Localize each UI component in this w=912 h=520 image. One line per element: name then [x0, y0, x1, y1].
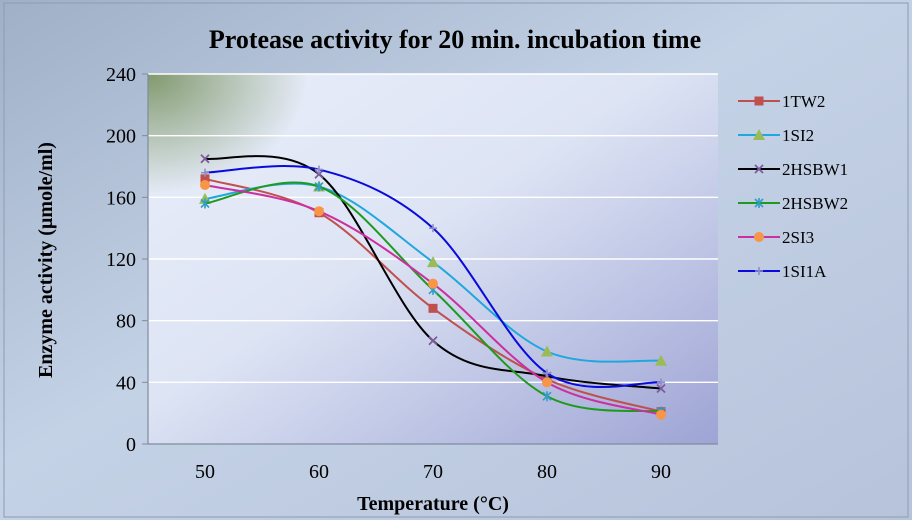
legend-marker	[754, 198, 764, 208]
data-point-1tw2	[200, 174, 210, 184]
series-2hsbw1	[200, 154, 666, 394]
legend-label: 1SI2	[782, 126, 814, 145]
x-tick-label: 50	[195, 461, 215, 483]
data-point-2si3	[542, 377, 552, 388]
data-point-1si2	[427, 256, 439, 268]
data-point-2hsbw1	[428, 336, 438, 346]
x-tick-label: 80	[537, 461, 557, 483]
data-point-2hsbw2	[542, 391, 552, 402]
legend-label: 1SI1A	[782, 262, 827, 281]
y-tick-labels: 0 40 80 120 160 200 240	[106, 64, 136, 456]
x-axis-label: Temperature (°C)	[357, 493, 509, 515]
series-line-2hsbw1	[204, 155, 662, 390]
series-2si3	[200, 180, 666, 420]
x-tick-label: 60	[309, 461, 329, 483]
data-point-1si1a	[429, 224, 437, 233]
chart-title: Protease activity for 20 min. incubation…	[209, 25, 701, 54]
legend-label: 2HSBW2	[782, 194, 848, 213]
legend-item-1si2: 1SI2	[738, 126, 814, 145]
y-tick-label: 120	[106, 249, 136, 271]
legend-item-2hsbw1: 2HSBW1	[738, 160, 848, 179]
data-point-2hsbw1	[314, 169, 324, 179]
legend-marker	[755, 267, 763, 275]
series-lines	[199, 154, 667, 420]
data-point-1si1a	[657, 378, 665, 387]
data-point-2si3	[656, 409, 666, 420]
legend-item-2si3: 2SI3	[738, 228, 814, 247]
y-tick-label: 0	[126, 434, 136, 456]
data-point-1si1a	[543, 369, 551, 378]
data-point-2hsbw1	[200, 154, 210, 164]
x-tick-labels: 50 60 70 80 90	[195, 461, 671, 483]
data-point-1si2	[541, 345, 553, 357]
y-tick-label: 200	[106, 126, 136, 148]
y-tick-label: 80	[116, 311, 136, 333]
data-point-1si1a	[201, 168, 209, 177]
legend-label: 2SI3	[782, 228, 814, 247]
y-tick-label: 160	[106, 187, 136, 209]
legend-marker	[754, 164, 764, 174]
y-tick-label: 240	[106, 64, 136, 86]
data-point-2hsbw2	[200, 198, 210, 209]
y-axis-label: Enzyme activity (µmole/ml)	[35, 142, 57, 378]
series-line-1si1a	[204, 165, 662, 389]
data-point-2hsbw1	[656, 383, 666, 394]
legend-item-1tw2: 1TW2	[738, 92, 825, 111]
legend-label: 2HSBW1	[782, 160, 848, 179]
legend: 1TW2 1SI2 2HSBW1 2HSBW2 2SI3 1SI1A	[738, 92, 848, 281]
y-tick-label: 40	[116, 372, 136, 394]
data-point-2si3	[428, 278, 438, 289]
data-point-1si2	[655, 354, 667, 366]
legend-marker	[753, 129, 765, 140]
legend-item-2hsbw2: 2HSBW2	[738, 194, 848, 213]
legend-marker	[754, 96, 764, 106]
legend-label: 1TW2	[782, 92, 825, 111]
data-point-2hsbw2	[314, 181, 324, 192]
data-point-2si3	[200, 180, 210, 190]
chart-frame	[3, 2, 909, 518]
plot-area-shade	[148, 74, 308, 194]
x-tick-label: 70	[423, 461, 443, 483]
series-1si1a	[201, 165, 665, 389]
legend-item-1si1a: 1SI1A	[738, 262, 827, 281]
data-point-1si1a	[315, 165, 323, 174]
data-point-2si3	[314, 206, 324, 217]
legend-marker	[754, 232, 764, 242]
x-tick-label: 90	[651, 461, 671, 483]
data-point-1tw2	[428, 303, 438, 313]
